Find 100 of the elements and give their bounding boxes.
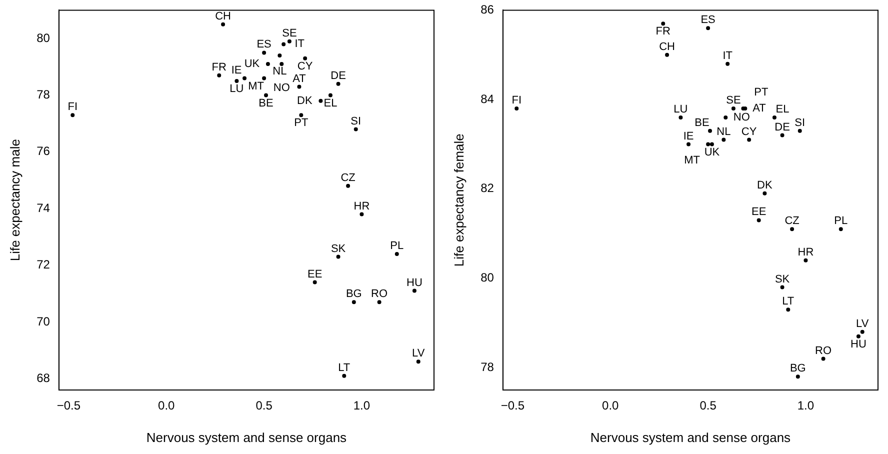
point	[708, 128, 712, 133]
point	[303, 56, 308, 60]
data-label: CZ	[784, 215, 800, 228]
x-axis-title: Nervous system and sense organs	[146, 430, 348, 445]
data-label: BG	[790, 362, 806, 375]
point	[706, 26, 710, 30]
point	[724, 115, 728, 120]
data-label: MT	[684, 154, 700, 166]
point	[706, 142, 710, 146]
data-label: CZ	[340, 172, 356, 184]
point	[780, 133, 784, 138]
point	[860, 330, 864, 334]
y-tick-label: 86	[480, 2, 494, 17]
data-label: EL	[324, 97, 338, 110]
point	[299, 113, 304, 118]
data-label: HU	[850, 338, 866, 350]
data-label: FI	[512, 94, 522, 107]
x-tick-label: 0.0	[158, 398, 176, 413]
data-label: LV	[856, 318, 870, 330]
data-label: NO	[733, 111, 750, 124]
data-label: HU	[406, 276, 422, 289]
data-label: LT	[338, 362, 350, 374]
data-label: NL	[272, 66, 287, 78]
data-label: FI	[68, 101, 78, 114]
y-tick-label: 80	[480, 270, 494, 285]
x-tick-label: −0.5	[500, 398, 525, 413]
data-label: BE	[694, 116, 710, 129]
point	[856, 334, 860, 338]
x-tick-label: 0.5	[256, 398, 273, 413]
point	[234, 79, 239, 84]
point	[318, 98, 323, 103]
point	[342, 374, 346, 378]
point	[352, 300, 356, 304]
point	[264, 93, 268, 98]
point	[346, 184, 350, 188]
data-label: AT	[752, 102, 766, 115]
y-tick-label: 78	[480, 360, 494, 374]
point	[360, 212, 364, 216]
point	[336, 82, 340, 86]
point	[354, 127, 358, 132]
y-axis-title: Life expectancy male	[7, 139, 22, 262]
point	[287, 39, 292, 44]
data-label: HR	[798, 246, 814, 258]
x-tick-label: 1.0	[353, 398, 370, 413]
y-tick-label: 80	[36, 30, 50, 45]
point	[731, 106, 736, 110]
data-label: DE	[774, 121, 790, 134]
data-label: CH	[659, 40, 676, 53]
data-label: NL	[716, 126, 731, 138]
data-label: PT	[294, 117, 308, 130]
point	[377, 300, 382, 304]
point	[297, 84, 302, 89]
x-axis-title: Nervous system and sense organs	[590, 430, 792, 445]
point	[280, 62, 284, 66]
point	[70, 113, 75, 118]
point	[336, 254, 340, 259]
point	[278, 54, 282, 58]
point	[221, 22, 226, 26]
data-label: LT	[782, 296, 794, 308]
data-label: MT	[248, 80, 264, 92]
data-label: IT	[722, 50, 733, 62]
data-label: EE	[752, 206, 766, 218]
point	[722, 138, 726, 142]
point	[821, 356, 826, 361]
data-label: PL	[390, 240, 404, 252]
x-tick-label: 0.0	[602, 398, 620, 413]
data-label: BG	[346, 288, 362, 300]
point	[328, 93, 332, 98]
data-label: ES	[700, 14, 716, 26]
point	[661, 22, 666, 26]
x-tick-label: −0.5	[56, 398, 81, 413]
data-label: SI	[794, 116, 806, 129]
y-tick-label: 72	[36, 258, 50, 272]
data-label: UK	[704, 146, 720, 158]
point	[217, 73, 222, 78]
data-label: AT	[292, 72, 306, 85]
data-label: EE	[308, 268, 322, 280]
point	[282, 42, 286, 46]
point	[756, 218, 761, 222]
point	[262, 50, 266, 55]
point	[710, 142, 714, 146]
data-label: FR	[656, 26, 671, 38]
point	[804, 258, 808, 262]
data-label: DE	[330, 70, 346, 82]
point	[747, 138, 752, 142]
data-label: HR	[354, 200, 370, 212]
point	[262, 76, 266, 80]
point	[772, 115, 776, 120]
point	[780, 285, 784, 290]
data-label: EL	[776, 103, 790, 116]
data-label: LV	[412, 348, 426, 360]
data-label: NO	[273, 82, 290, 94]
data-label: SE	[726, 94, 741, 107]
point	[412, 288, 416, 293]
y-tick-label: 68	[36, 370, 50, 385]
point	[312, 280, 317, 284]
y-tick-label: 78	[36, 88, 50, 102]
y-tick-label: 82	[480, 181, 494, 196]
point	[786, 308, 790, 312]
data-label: LU	[230, 83, 244, 96]
